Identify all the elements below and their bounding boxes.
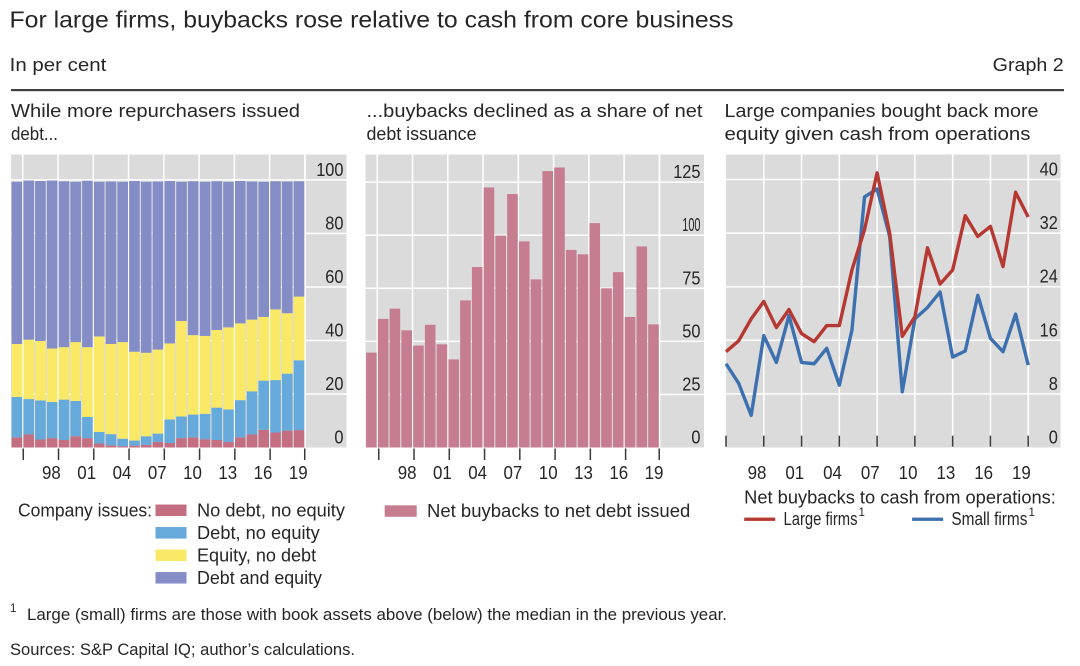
svg-text:While more repurchasers issued: While more repurchasers issued [11, 101, 300, 121]
svg-text:80: 80 [325, 213, 343, 233]
svg-text:125: 125 [673, 162, 700, 182]
svg-text:24: 24 [1040, 267, 1058, 287]
svg-text:07: 07 [148, 463, 167, 483]
svg-text:16: 16 [1040, 320, 1058, 340]
svg-text:04: 04 [823, 463, 842, 483]
svg-text:No debt, no equity: No debt, no equity [197, 500, 345, 520]
svg-text:25: 25 [682, 374, 700, 394]
svg-text:debt...: debt... [11, 124, 58, 144]
svg-text:Equity, no debt: Equity, no debt [197, 545, 316, 565]
svg-text:Net buybacks to cash from oper: Net buybacks to cash from operations: [744, 488, 1056, 508]
svg-text:For large firms, buybacks rose: For large firms, buybacks rose relative … [10, 7, 734, 33]
svg-text:10: 10 [183, 463, 202, 483]
svg-text:98: 98 [398, 463, 417, 483]
svg-text:Debt and equity: Debt and equity [197, 568, 322, 588]
svg-text:16: 16 [974, 463, 993, 483]
svg-text:Debt, no equity: Debt, no equity [197, 523, 320, 543]
svg-text:20: 20 [325, 374, 343, 394]
svg-text:40: 40 [325, 320, 343, 340]
svg-text:98: 98 [42, 463, 61, 483]
svg-text:100: 100 [682, 215, 700, 235]
svg-text:01: 01 [785, 463, 804, 483]
svg-text:50: 50 [682, 321, 700, 341]
svg-text:07: 07 [861, 463, 880, 483]
svg-text:16: 16 [254, 463, 273, 483]
svg-text:Sources: S&P Capital IQ; autho: Sources: S&P Capital IQ; author’s calcul… [10, 641, 355, 659]
svg-text:32: 32 [1040, 213, 1058, 233]
svg-text:Company issues:: Company issues: [18, 500, 152, 520]
svg-text:0: 0 [691, 428, 700, 448]
svg-text:04: 04 [468, 463, 487, 483]
svg-text:8: 8 [1049, 374, 1058, 394]
svg-text:In per cent: In per cent [10, 55, 107, 75]
svg-text:19: 19 [1012, 463, 1031, 483]
svg-text:01: 01 [433, 463, 452, 483]
svg-text:Large (small) firms are those: Large (small) firms are those with book … [27, 606, 727, 624]
svg-text:10: 10 [899, 463, 918, 483]
svg-text:1: 1 [1029, 507, 1035, 519]
svg-text:equity given cash from operati: equity given cash from operations [725, 124, 1031, 144]
svg-text:0: 0 [334, 428, 343, 448]
svg-text:13: 13 [218, 463, 237, 483]
svg-text:40: 40 [1040, 160, 1058, 180]
svg-text:Large companies bought back mo: Large companies bought back more [725, 101, 1039, 121]
svg-text:07: 07 [504, 463, 523, 483]
svg-text:Net buybacks to net debt issue: Net buybacks to net debt issued [427, 501, 690, 521]
svg-text:1: 1 [859, 507, 865, 519]
svg-text:98: 98 [748, 463, 767, 483]
svg-text:60: 60 [325, 267, 343, 287]
svg-text:100: 100 [316, 160, 343, 180]
svg-text:debt issuance: debt issuance [367, 124, 477, 144]
svg-text:0: 0 [1049, 428, 1058, 448]
svg-text:Large firms: Large firms [784, 509, 858, 529]
svg-text:75: 75 [682, 268, 700, 288]
svg-text:19: 19 [289, 463, 308, 483]
svg-text:10: 10 [539, 463, 558, 483]
svg-text:13: 13 [936, 463, 955, 483]
svg-text:01: 01 [77, 463, 96, 483]
svg-text:...buybacks declined as a shar: ...buybacks declined as a share of net [367, 101, 703, 121]
svg-text:13: 13 [574, 463, 593, 483]
svg-text:1: 1 [10, 603, 16, 615]
svg-text:16: 16 [609, 463, 628, 483]
svg-text:Small firms: Small firms [951, 509, 1027, 529]
svg-text:Graph 2: Graph 2 [993, 55, 1064, 75]
svg-text:04: 04 [113, 463, 132, 483]
svg-text:19: 19 [645, 463, 664, 483]
